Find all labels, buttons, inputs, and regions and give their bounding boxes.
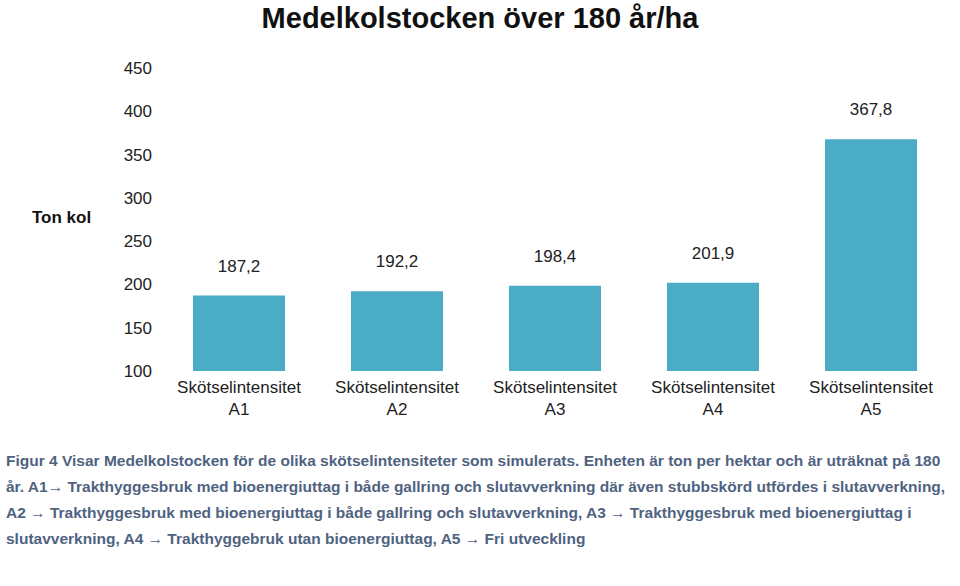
svg-text:300: 300 (124, 189, 152, 208)
svg-text:A4: A4 (703, 400, 724, 419)
svg-text:250: 250 (124, 232, 152, 251)
svg-text:400: 400 (124, 102, 152, 121)
svg-text:150: 150 (124, 319, 152, 338)
svg-text:192,2: 192,2 (376, 252, 419, 271)
html-text:Ton kol: Ton kol (32, 208, 92, 227)
svg-text:Skötselintensitet: Skötselintensitet (177, 378, 301, 397)
svg-text:450: 450 (124, 59, 152, 78)
svg-text:187,2: 187,2 (218, 257, 261, 276)
svg-text:Skötselintensitet: Skötselintensitet (809, 378, 933, 397)
svg-text:A1: A1 (229, 400, 250, 419)
svg-text:A2: A2 (387, 400, 408, 419)
svg-text:Skötselintensitet: Skötselintensitet (493, 378, 617, 397)
svg-text:367,8: 367,8 (850, 100, 893, 119)
svg-text:100: 100 (124, 362, 152, 381)
html-text:Figur 4 Visar Medelkolstocken: Figur 4 Visar Medelkolstocken för de oli… (6, 452, 946, 547)
svg-text:198,4: 198,4 (534, 247, 577, 266)
svg-text:201,9: 201,9 (692, 244, 735, 263)
html-text:Medelkolstocken över 180 år/ha: Medelkolstocken över 180 år/ha (261, 2, 699, 34)
svg-text:A3: A3 (545, 400, 566, 419)
svg-text:A5: A5 (861, 400, 882, 419)
svg-text:Skötselintensitet: Skötselintensitet (335, 378, 459, 397)
svg-text:200: 200 (124, 275, 152, 294)
svg-text:350: 350 (124, 146, 152, 165)
svg-text:Skötselintensitet: Skötselintensitet (651, 378, 775, 397)
